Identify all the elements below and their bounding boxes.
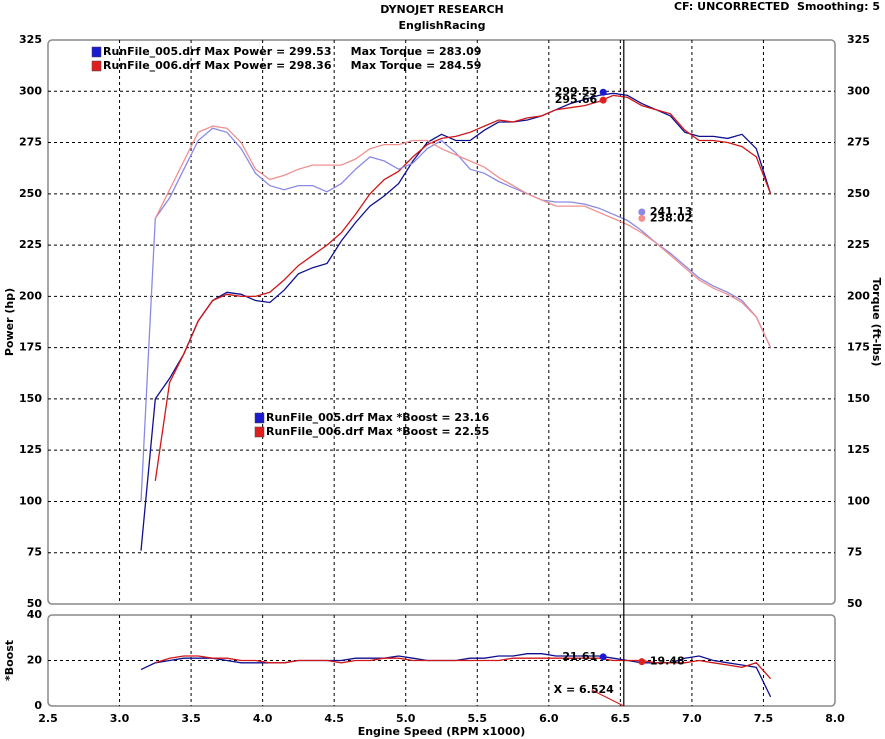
y-axis-label: *Boost bbox=[3, 640, 16, 681]
y2-tick-label: 75 bbox=[847, 546, 862, 559]
x-tick-label: 5.5 bbox=[468, 712, 488, 725]
y2-tick-label: 150 bbox=[847, 392, 870, 405]
legend-entry: RunFile_005.drf Max Power = 299.53 Max T… bbox=[103, 45, 481, 58]
x-tick-label: 8.0 bbox=[825, 712, 845, 725]
annotation-dot bbox=[599, 653, 607, 661]
y-tick-label: 50 bbox=[27, 597, 43, 610]
header-subtitle: EnglishRacing bbox=[398, 19, 485, 32]
cursor-label: X = 6.524 bbox=[554, 683, 614, 696]
y-tick-label: 75 bbox=[27, 546, 42, 559]
plot-frame bbox=[47, 39, 836, 605]
y-tick-label: 325 bbox=[19, 33, 42, 46]
y2-tick-label: 225 bbox=[847, 238, 870, 251]
legend-swatch bbox=[91, 46, 102, 58]
y2-tick-label: 250 bbox=[847, 187, 870, 200]
y-tick-label: 0 bbox=[34, 699, 42, 712]
annotation-label: 295.66 bbox=[555, 93, 598, 106]
x-axis-label: Engine Speed (RPM x1000) bbox=[358, 725, 526, 738]
x-tick-label: 6.5 bbox=[611, 712, 631, 725]
x-tick-label: 6.0 bbox=[539, 712, 559, 725]
y2-tick-label: 325 bbox=[847, 33, 870, 46]
y-axis-label: Power (hp) bbox=[3, 288, 16, 356]
x-tick-label: 3.5 bbox=[181, 712, 201, 725]
y2-tick-label: 300 bbox=[847, 84, 870, 97]
annotation-label: 241.13 bbox=[650, 205, 692, 218]
x-tick-label: 4.0 bbox=[253, 712, 273, 725]
annotation-dot bbox=[638, 658, 646, 666]
x-tick-label: 4.5 bbox=[324, 712, 344, 725]
x-tick-label: 2.5 bbox=[38, 712, 58, 725]
y-tick-label: 100 bbox=[19, 494, 42, 507]
y2-tick-label: 275 bbox=[847, 136, 870, 149]
y2-tick-label: 100 bbox=[847, 494, 870, 507]
legend-swatch bbox=[254, 412, 265, 424]
annotation-label: 299.53 bbox=[555, 85, 597, 98]
y2-tick-label: 50 bbox=[847, 597, 863, 610]
header-settings: CF: UNCORRECTED Smoothing: 5 bbox=[674, 0, 880, 13]
x-tick-label: 7.0 bbox=[682, 712, 702, 725]
annotation-dot bbox=[599, 96, 607, 104]
legend-entry: RunFile_006.drf Max Power = 298.36 Max T… bbox=[103, 59, 481, 72]
annotation-label: 21.61 bbox=[562, 650, 597, 663]
x-tick-label: 3.0 bbox=[110, 712, 130, 725]
y-tick-label: 40 bbox=[27, 608, 43, 621]
series-line bbox=[154, 125, 772, 348]
legend-swatch bbox=[254, 426, 265, 438]
header-title: DYNOJET RESEARCH bbox=[380, 3, 503, 16]
annotation-label: 238.02 bbox=[650, 211, 692, 224]
legend-entry: RunFile_005.drf Max *Boost = 23.16 bbox=[266, 411, 490, 424]
x-tick-label: 7.5 bbox=[754, 712, 774, 725]
annotation-dot bbox=[638, 208, 646, 216]
y-tick-label: 20 bbox=[27, 654, 43, 667]
legend-entry: RunFile_006.drf Max *Boost = 22.55 bbox=[266, 425, 489, 438]
annotation-label: 19.48 bbox=[650, 655, 685, 668]
y2-tick-label: 200 bbox=[847, 289, 870, 302]
series-line bbox=[155, 655, 772, 680]
y2-axis-label: Torque (ft-lbs) bbox=[870, 278, 883, 367]
y-tick-label: 275 bbox=[19, 136, 42, 149]
annotation-dot bbox=[638, 214, 646, 222]
y-tick-label: 250 bbox=[19, 187, 42, 200]
y-tick-label: 300 bbox=[19, 84, 42, 97]
y2-tick-label: 175 bbox=[847, 341, 870, 354]
y-tick-label: 225 bbox=[19, 238, 42, 251]
series-line bbox=[140, 127, 772, 502]
x-tick-label: 5.0 bbox=[396, 712, 416, 725]
y-tick-label: 175 bbox=[19, 341, 42, 354]
y-tick-label: 200 bbox=[19, 289, 42, 302]
y-tick-label: 150 bbox=[19, 392, 42, 405]
legend-swatch bbox=[91, 60, 102, 72]
y2-tick-label: 125 bbox=[847, 443, 870, 456]
annotation-dot bbox=[599, 88, 607, 96]
y-tick-label: 125 bbox=[19, 443, 42, 456]
cursor-pointer bbox=[591, 689, 625, 707]
series-line bbox=[154, 94, 772, 481]
